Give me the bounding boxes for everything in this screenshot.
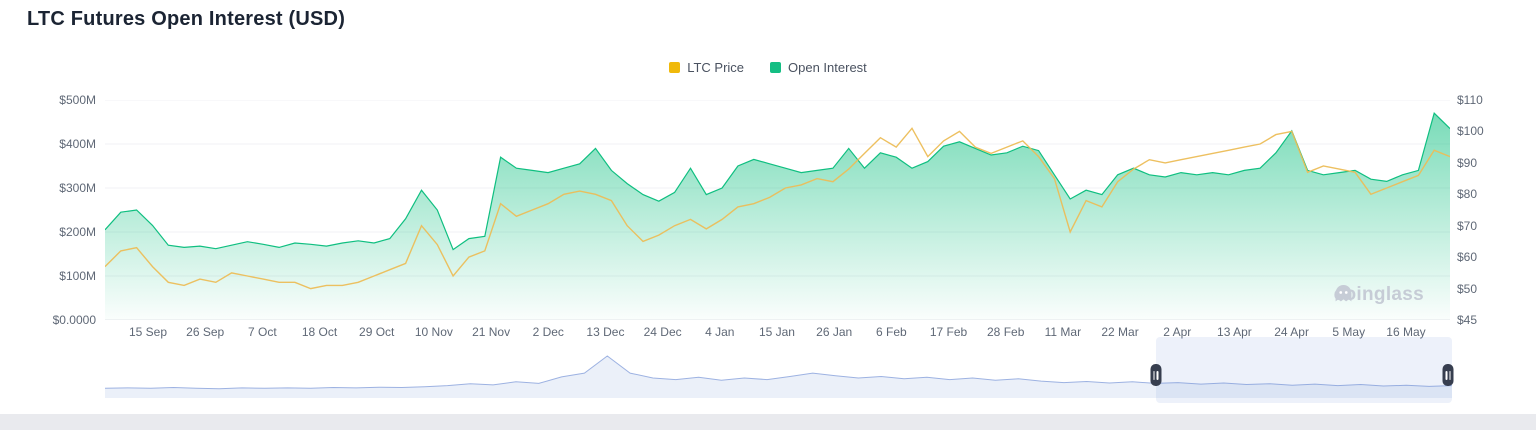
- x-axis-label: 11 Mar: [1044, 325, 1082, 339]
- watermark: coinglass: [1334, 284, 1424, 306]
- x-axis-label: 26 Jan: [816, 325, 853, 339]
- x-axis-label: 10 Nov: [414, 325, 453, 339]
- y-axis-right-label: $45: [1457, 313, 1478, 327]
- x-axis-label: 24 Dec: [643, 325, 682, 339]
- x-axis-label: 26 Sep: [186, 325, 225, 339]
- open-interest-swatch-icon: [770, 62, 782, 73]
- x-axis-label: 5 May: [1332, 325, 1366, 339]
- x-axis-label: 13 Apr: [1217, 325, 1252, 339]
- legend-item-open-interest[interactable]: Open Interest: [770, 60, 867, 75]
- x-axis-label: 29 Oct: [359, 325, 395, 339]
- x-axis-label: 2 Dec: [532, 325, 564, 339]
- navigator-right-handle[interactable]: [1442, 364, 1454, 386]
- x-axis-label: 21 Nov: [472, 325, 511, 339]
- navigator-chart[interactable]: [105, 352, 1452, 398]
- y-axis-right-label: $50: [1457, 281, 1478, 296]
- y-axis-left-label: $100M: [59, 269, 96, 283]
- legend-label-open-interest: Open Interest: [788, 60, 867, 75]
- navigator-left-handle[interactable]: [1150, 364, 1162, 386]
- legend-label-ltc-price: LTC Price: [687, 60, 745, 75]
- y-axis-left-label: $400M: [59, 137, 96, 151]
- x-axis-label: 24 Apr: [1274, 325, 1309, 339]
- bottom-strip: [0, 414, 1536, 430]
- navigator-selection[interactable]: [1155, 337, 1452, 403]
- legend-item-ltc-price[interactable]: LTC Price: [669, 60, 744, 75]
- legend: LTC Price Open Interest: [0, 60, 1536, 75]
- x-axis-label: 16 May: [1386, 325, 1426, 339]
- y-axis-right-label: $110: [1457, 93, 1483, 107]
- y-axis-right-label: $80: [1457, 187, 1478, 202]
- watermark-text: coinglass: [1333, 284, 1424, 305]
- y-axis-right-label: $60: [1457, 250, 1478, 265]
- y-axis-left-label: $500M: [59, 93, 96, 107]
- x-axis-label: 28 Feb: [987, 325, 1025, 339]
- x-axis-label: 4 Jan: [705, 325, 735, 339]
- ltc-price-swatch-icon: [669, 62, 681, 73]
- x-axis-label: 15 Sep: [128, 325, 168, 339]
- chart-title: LTC Futures Open Interest (USD): [27, 8, 346, 30]
- coinglass-ghost-icon: [1335, 285, 1352, 302]
- x-axis-label: 7 Oct: [248, 325, 277, 339]
- navigator[interactable]: [105, 337, 1454, 403]
- x-axis-label: 13 Dec: [586, 325, 625, 339]
- y-axis-right-label: $90: [1457, 155, 1478, 170]
- y-axis-left-label: $0.0000: [52, 313, 96, 327]
- chart-card: LTC Futures Open Interest (USD) LTC Pric…: [0, 0, 1536, 414]
- x-axis-label: 18 Oct: [301, 325, 338, 339]
- x-axis-label: 2 Apr: [1163, 325, 1192, 339]
- main-chart[interactable]: [105, 100, 1450, 320]
- y-axis-right-label: $100: [1457, 124, 1484, 139]
- x-axis-label: 15 Jan: [758, 325, 795, 339]
- y-axis-right-label: $70: [1457, 218, 1478, 233]
- y-axis-right: $110 $100 $90 $80 $70 $60 $50 $45: [1457, 93, 1527, 327]
- y-axis-left: $500M $400M $300M $200M $100M $0.0000: [0, 93, 96, 327]
- x-axis-label: 6 Feb: [875, 325, 907, 339]
- x-axis-label: 17 Feb: [929, 325, 968, 339]
- y-axis-left-label: $200M: [59, 225, 96, 239]
- plot-area[interactable]: coinglass: [105, 100, 1450, 320]
- y-axis-left-label: $300M: [59, 181, 96, 195]
- x-axis-label: 22 Mar: [1101, 325, 1139, 339]
- x-axis: 15 Sep 26 Sep 7 Oct 18 Oct 29 Oct 10 Nov 21 No…: [105, 325, 1450, 341]
